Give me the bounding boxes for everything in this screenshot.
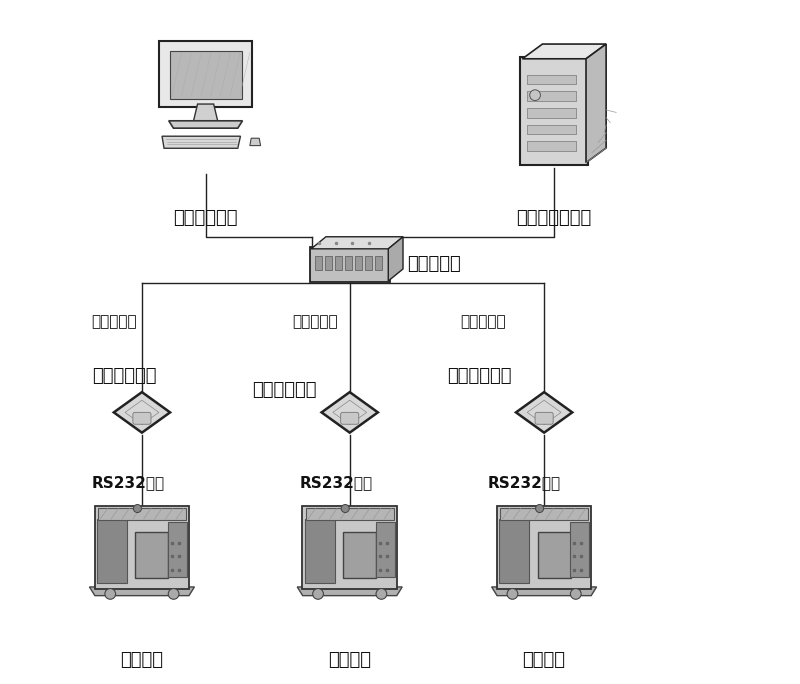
Text: 车间刀库终端: 车间刀库终端 xyxy=(174,209,238,227)
FancyBboxPatch shape xyxy=(170,51,242,98)
Polygon shape xyxy=(194,104,218,121)
Text: RS232电缆: RS232电缆 xyxy=(92,475,165,490)
FancyBboxPatch shape xyxy=(355,256,362,270)
FancyBboxPatch shape xyxy=(526,75,576,84)
Circle shape xyxy=(168,588,179,599)
FancyBboxPatch shape xyxy=(375,522,394,577)
Circle shape xyxy=(530,90,541,101)
FancyBboxPatch shape xyxy=(526,124,576,134)
Circle shape xyxy=(570,588,581,599)
FancyBboxPatch shape xyxy=(98,508,186,520)
FancyBboxPatch shape xyxy=(305,519,334,583)
Text: RS232电缆: RS232电缆 xyxy=(299,475,373,490)
FancyBboxPatch shape xyxy=(97,519,127,583)
Circle shape xyxy=(134,505,142,512)
Polygon shape xyxy=(322,392,378,433)
FancyBboxPatch shape xyxy=(366,256,372,270)
FancyBboxPatch shape xyxy=(302,506,397,589)
FancyBboxPatch shape xyxy=(335,256,342,270)
Text: 以太网电缆: 以太网电缆 xyxy=(92,315,138,330)
FancyBboxPatch shape xyxy=(315,256,322,270)
FancyBboxPatch shape xyxy=(570,522,589,577)
FancyBboxPatch shape xyxy=(341,412,358,424)
Circle shape xyxy=(313,588,323,599)
Text: 数控机床: 数控机床 xyxy=(121,651,163,670)
FancyBboxPatch shape xyxy=(306,508,394,520)
Circle shape xyxy=(507,588,518,599)
Text: 数控机床: 数控机床 xyxy=(522,651,566,670)
FancyBboxPatch shape xyxy=(325,256,332,270)
FancyBboxPatch shape xyxy=(343,531,376,577)
Polygon shape xyxy=(388,237,403,281)
Polygon shape xyxy=(492,587,597,596)
Circle shape xyxy=(341,505,350,512)
Text: 以太网电缆: 以太网电缆 xyxy=(293,315,338,330)
FancyBboxPatch shape xyxy=(500,508,588,520)
FancyBboxPatch shape xyxy=(375,256,382,270)
FancyBboxPatch shape xyxy=(133,412,151,424)
FancyBboxPatch shape xyxy=(520,57,588,165)
FancyBboxPatch shape xyxy=(526,92,576,101)
FancyBboxPatch shape xyxy=(497,506,591,589)
Polygon shape xyxy=(311,237,403,249)
Polygon shape xyxy=(114,392,170,433)
Text: 单串口服务器: 单串口服务器 xyxy=(92,367,156,384)
Polygon shape xyxy=(90,587,194,596)
FancyBboxPatch shape xyxy=(135,531,168,577)
FancyBboxPatch shape xyxy=(535,412,553,424)
FancyBboxPatch shape xyxy=(538,531,570,577)
Polygon shape xyxy=(298,587,402,596)
Text: 网络交换机: 网络交换机 xyxy=(406,254,461,272)
Polygon shape xyxy=(250,138,261,146)
Polygon shape xyxy=(586,44,606,163)
FancyBboxPatch shape xyxy=(168,522,186,577)
FancyBboxPatch shape xyxy=(310,248,390,282)
Text: RS232电缆: RS232电缆 xyxy=(487,475,560,490)
Text: 以太网电缆: 以太网电缆 xyxy=(460,315,506,330)
FancyBboxPatch shape xyxy=(499,519,529,583)
Circle shape xyxy=(105,588,116,599)
Text: 刀具管理服务器: 刀具管理服务器 xyxy=(517,209,592,227)
FancyBboxPatch shape xyxy=(94,506,189,589)
Circle shape xyxy=(535,505,544,512)
Circle shape xyxy=(376,588,386,599)
FancyBboxPatch shape xyxy=(526,108,576,118)
Text: 单串口服务器: 单串口服务器 xyxy=(253,381,317,399)
FancyBboxPatch shape xyxy=(159,41,252,107)
FancyBboxPatch shape xyxy=(526,141,576,151)
Polygon shape xyxy=(169,121,242,128)
FancyBboxPatch shape xyxy=(346,256,352,270)
Text: 单串口服务器: 单串口服务器 xyxy=(447,367,511,384)
Polygon shape xyxy=(522,44,606,59)
Polygon shape xyxy=(162,136,241,148)
Polygon shape xyxy=(516,392,572,433)
Text: 数控机床: 数控机床 xyxy=(328,651,371,670)
